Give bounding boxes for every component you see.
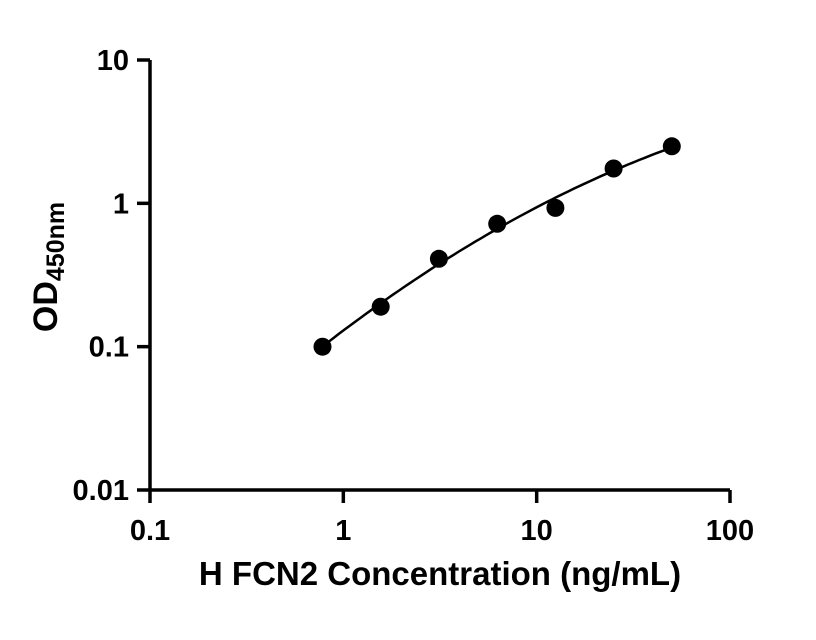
y-tick-label: 0.01: [73, 475, 129, 507]
data-point: [662, 137, 681, 156]
x-tick-label: 100: [706, 515, 754, 547]
data-point: [313, 337, 332, 356]
data-point: [371, 297, 390, 316]
y-axis-title: OD450nm: [27, 202, 70, 333]
data-point: [546, 198, 565, 217]
y-axis-title-subscript: 450nm: [42, 201, 70, 282]
y-tick-label: 10: [97, 45, 129, 77]
fit-curve: [321, 146, 673, 348]
y-axis-title-main: OD: [27, 281, 65, 333]
axes-line: [148, 60, 730, 492]
x-tick-label: 10: [521, 515, 553, 547]
y-tick-label: 0.1: [89, 332, 129, 364]
data-point: [429, 249, 448, 268]
x-axis-title: H FCN2 Concentration (ng/mL): [198, 555, 682, 592]
y-tick-label: 1: [113, 188, 129, 220]
x-tick-label: 0.1: [130, 515, 170, 547]
data-point: [488, 214, 507, 233]
x-tick-label: 1: [335, 515, 351, 547]
data-point: [604, 159, 623, 178]
